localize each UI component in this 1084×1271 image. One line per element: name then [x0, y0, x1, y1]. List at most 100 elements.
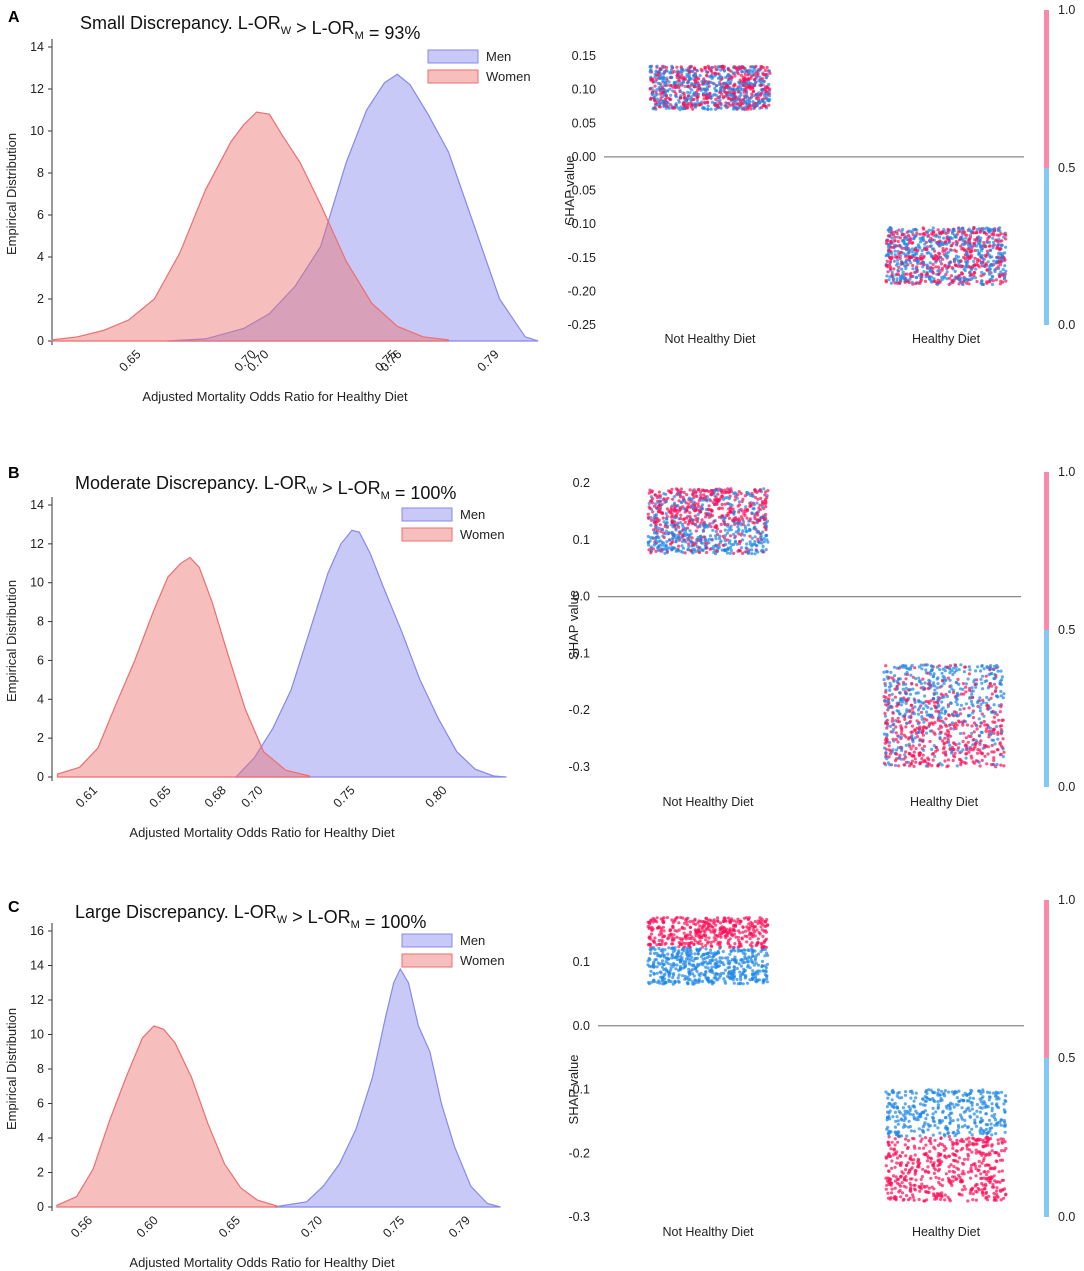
- shap-point: [675, 963, 679, 967]
- shap-point: [939, 1152, 943, 1156]
- shap-point: [957, 238, 962, 242]
- shap-point: [900, 729, 904, 733]
- shap-point: [661, 547, 665, 551]
- shap-point: [748, 540, 752, 544]
- shap-point: [981, 1132, 985, 1136]
- shap-point: [753, 539, 757, 544]
- shap-point: [942, 236, 946, 240]
- shap-point: [946, 738, 950, 742]
- shap-point: [711, 528, 715, 532]
- shap-point: [669, 68, 674, 72]
- shap-point: [757, 931, 761, 935]
- shap-point: [718, 95, 722, 99]
- shap-point: [970, 229, 974, 233]
- legend-swatch-men: [427, 49, 479, 64]
- shap-point: [720, 502, 724, 507]
- shap-point: [954, 726, 958, 731]
- shap-point: [685, 946, 690, 950]
- shap-point: [673, 505, 677, 509]
- shap-point: [907, 1119, 911, 1123]
- shap-point: [680, 956, 684, 960]
- shap-point: [904, 743, 908, 748]
- shap-point: [990, 1102, 994, 1106]
- shap-point: [725, 514, 729, 518]
- shap-point: [655, 88, 659, 92]
- shap-point: [954, 700, 958, 704]
- shap-point: [709, 488, 713, 493]
- shap-point: [761, 978, 765, 982]
- shap-point: [940, 268, 944, 272]
- shap-point: [679, 513, 683, 517]
- shap-point: [896, 268, 900, 272]
- shap-point: [662, 934, 667, 938]
- shap-point: [743, 960, 747, 965]
- shap-point: [726, 522, 730, 527]
- shap-point: [967, 713, 971, 718]
- shap-point: [888, 752, 893, 756]
- shap-point: [734, 102, 738, 106]
- shap-point: [764, 499, 768, 503]
- shap-point: [985, 704, 990, 708]
- shap-point: [686, 90, 690, 94]
- shap-point: [943, 254, 947, 258]
- shap-point: [663, 524, 667, 529]
- y-tick-label: 12: [30, 537, 44, 551]
- shap-point: [655, 971, 659, 975]
- shap-point: [972, 259, 976, 263]
- shap-point: [947, 263, 951, 267]
- shap-point: [746, 551, 751, 555]
- shap-point: [685, 917, 689, 921]
- shap-point: [885, 274, 889, 278]
- shap-point: [662, 535, 666, 540]
- shap-point: [733, 88, 737, 92]
- shap-point: [936, 1154, 940, 1158]
- shap-point: [715, 83, 719, 88]
- shap-point: [671, 924, 675, 928]
- shap-point: [954, 713, 958, 717]
- shap-point: [905, 670, 909, 675]
- shap-point: [702, 925, 706, 929]
- shap-point: [978, 742, 982, 746]
- shap-point: [1000, 255, 1004, 259]
- shap-point: [913, 736, 917, 740]
- shap-y-tick-label: 0.2: [573, 476, 590, 490]
- shap-point: [694, 490, 698, 494]
- shap-point: [657, 104, 661, 109]
- shap-scatter-not-healthy: [646, 915, 770, 986]
- colorbar-low: [1044, 630, 1049, 787]
- shap-point: [938, 259, 943, 263]
- shap-point: [918, 761, 922, 765]
- shap-point: [974, 267, 978, 271]
- shap-point: [661, 79, 665, 83]
- shap-point: [760, 928, 764, 932]
- shap-panel-A: 0.150.100.050.00-0.05-0.10-0.15-0.20-0.2…: [562, 3, 1075, 346]
- shap-point: [651, 510, 655, 514]
- shap-point: [681, 962, 686, 966]
- shap-point: [657, 545, 661, 549]
- shap-point: [692, 500, 696, 504]
- shap-point: [753, 976, 758, 980]
- shap-point: [952, 666, 956, 670]
- shap-point: [961, 239, 965, 243]
- shap-point: [726, 87, 731, 91]
- shap-point: [759, 534, 763, 538]
- shap-point: [731, 507, 735, 511]
- shap-point: [648, 499, 653, 503]
- shap-point: [981, 746, 985, 750]
- shap-point: [749, 947, 754, 951]
- shap-point: [737, 539, 742, 544]
- shap-point: [913, 248, 917, 252]
- shap-point: [670, 504, 674, 508]
- shap-point: [660, 961, 664, 966]
- y-tick-label: 14: [30, 40, 44, 54]
- shap-point: [653, 936, 657, 940]
- shap-point: [718, 534, 722, 538]
- shap-point: [992, 715, 997, 719]
- shap-point: [997, 1170, 1001, 1174]
- shap-point: [909, 673, 913, 677]
- shap-point: [687, 502, 691, 506]
- shap-point: [887, 242, 892, 246]
- shap-point: [987, 272, 992, 276]
- shap-point: [1004, 245, 1008, 249]
- shap-point: [947, 240, 951, 245]
